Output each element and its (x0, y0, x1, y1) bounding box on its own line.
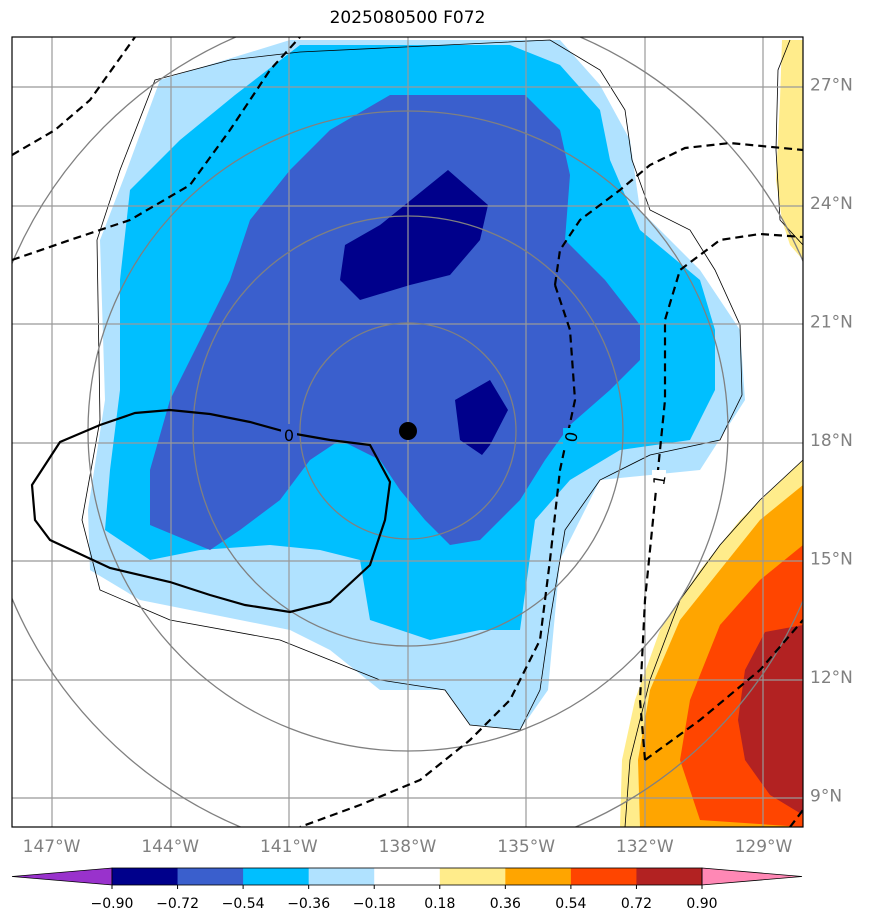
colorbar-tick-label: 0.90 (686, 896, 717, 912)
lat-tick-label: 21°N (810, 312, 853, 332)
contour-label-dashed-one: 1 (649, 473, 669, 486)
colorbar-segment (112, 868, 179, 885)
lon-tick-label: 144°W (141, 837, 199, 857)
thin-contour (81, 39, 743, 731)
lon-tick-label: 129°W (735, 837, 793, 857)
colorbar-extend-high (701, 867, 803, 886)
storm-center-marker (399, 422, 417, 440)
latitude-axis: 27°N 24°N 21°N 18°N 15°N 12°N 9°N (810, 75, 853, 806)
solid-zero-contour (30, 408, 392, 614)
colorbar-segment (505, 868, 572, 885)
colorbar-segment (570, 868, 637, 885)
contour-label-dashed-zero: 0 (561, 430, 581, 443)
map-title: 2025080500 F072 (329, 8, 486, 28)
colorbar-segment (243, 868, 310, 885)
lon-tick-label: 147°W (23, 837, 81, 857)
colorbar-segment (636, 868, 703, 885)
colorbar-tick-label: −0.36 (287, 896, 330, 912)
lon-tick-label: 135°W (497, 837, 555, 857)
colorbar-segment (308, 868, 375, 885)
gridlines (12, 37, 803, 827)
shade-yellow-north (776, 40, 803, 260)
colorbar-segment (439, 868, 506, 885)
lat-tick-label: 9°N (810, 786, 842, 806)
lon-tick-label: 138°W (379, 837, 437, 857)
colorbar: −0.90 −0.72 −0.54 −0.36 −0.18 0.18 0.36 0.54 0.7… (11, 867, 803, 912)
colorbar-frame (111, 867, 703, 886)
shade-navy-south (455, 380, 508, 455)
colorbar-tick-label: −0.18 (353, 896, 396, 912)
colorbar-extend-low (11, 867, 113, 886)
contour-label-solid: 0 (284, 426, 294, 445)
map-frame (11, 36, 804, 828)
colorbar-tick-label: −0.72 (156, 896, 199, 912)
colorbar-tick-label: 0.54 (555, 896, 586, 912)
colorbar-tick-label: 0.36 (490, 896, 521, 912)
colorbar-segment (177, 868, 244, 885)
dashed-contours (12, 37, 803, 827)
lon-tick-label: 132°W (616, 837, 674, 857)
lat-tick-label: 18°N (810, 431, 853, 451)
shade-navy-north (340, 170, 488, 300)
lat-tick-label: 27°N (810, 75, 853, 95)
lat-tick-label: 24°N (810, 194, 853, 214)
shade-royal-blue (150, 95, 640, 550)
shade-firebrick (738, 625, 803, 815)
colorbar-tick-label: −0.90 (91, 896, 134, 912)
colorbar-tick-label: 0.72 (621, 896, 652, 912)
lat-tick-label: 15°N (810, 549, 853, 569)
lat-tick-label: 12°N (810, 668, 853, 688)
colorbar-tick-label: −0.54 (222, 896, 265, 912)
colorbar-segment (374, 868, 441, 885)
longitude-axis: 147°W 144°W 141°W 138°W 135°W 132°W 129°W (23, 837, 793, 857)
colorbar-tick-label: 0.18 (424, 896, 455, 912)
lon-tick-label: 141°W (260, 837, 318, 857)
